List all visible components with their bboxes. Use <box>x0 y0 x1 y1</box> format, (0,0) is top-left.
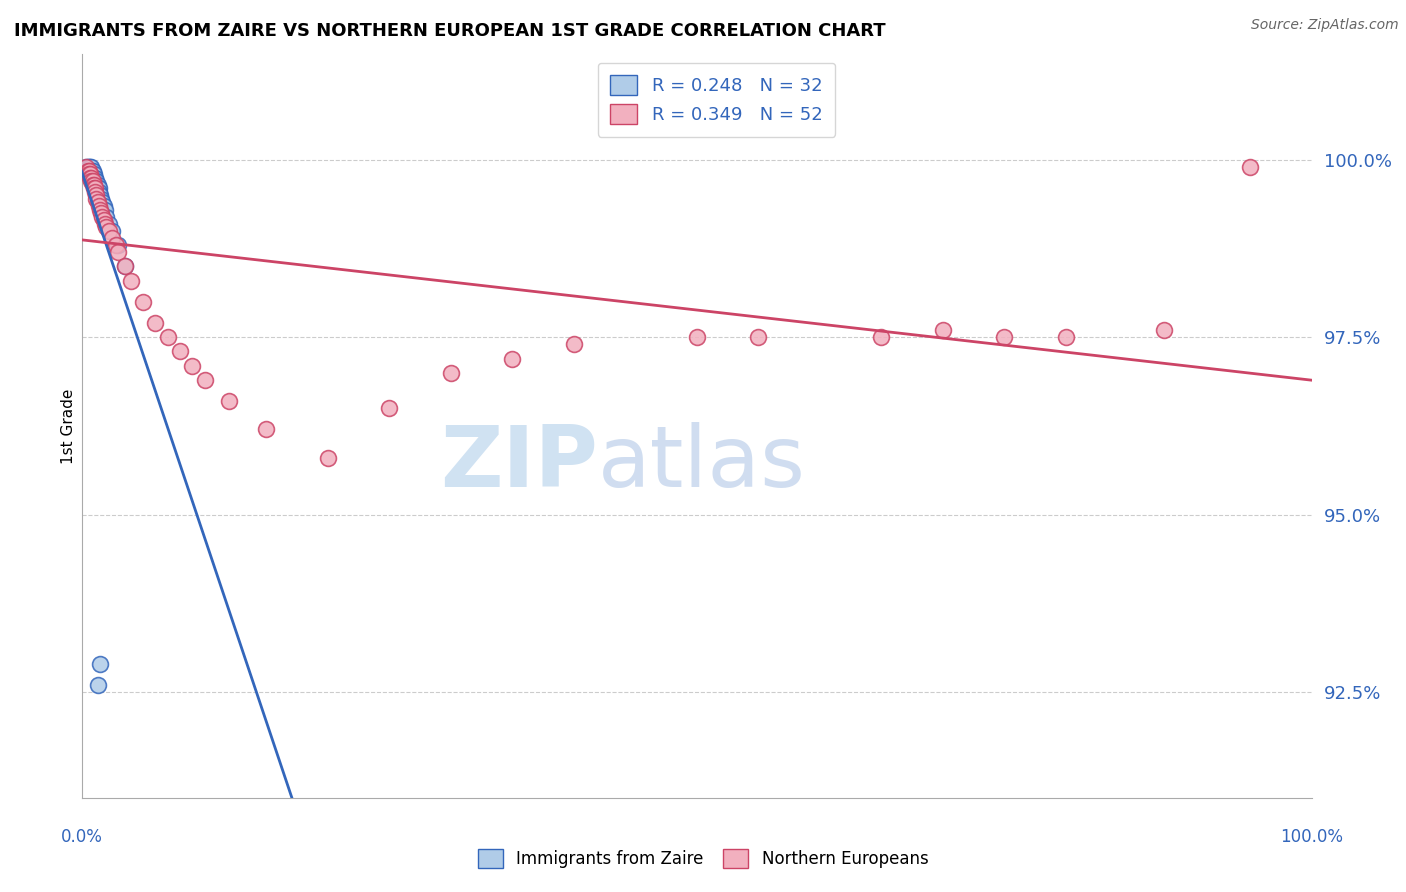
Point <box>86 178 108 192</box>
Point <box>80 160 103 174</box>
Text: Source: ZipAtlas.com: Source: ZipAtlas.com <box>1251 18 1399 32</box>
Point <box>86 174 108 188</box>
Point <box>87 185 110 199</box>
Point <box>93 199 115 213</box>
Point <box>96 210 118 224</box>
Point <box>686 330 709 344</box>
Point <box>169 344 191 359</box>
Point <box>91 195 114 210</box>
Point <box>316 450 339 465</box>
Point <box>194 373 217 387</box>
Point <box>90 206 112 220</box>
Point <box>101 224 124 238</box>
Legend: Immigrants from Zaire, Northern Europeans: Immigrants from Zaire, Northern European… <box>471 843 935 875</box>
Point <box>84 185 107 199</box>
Point <box>101 231 124 245</box>
Text: ZIP: ZIP <box>440 422 599 505</box>
Point <box>83 181 105 195</box>
Point <box>83 167 105 181</box>
Point <box>501 351 523 366</box>
Point <box>86 192 108 206</box>
Point <box>181 359 204 373</box>
Point <box>107 245 129 260</box>
Point <box>86 188 108 202</box>
Point <box>82 178 104 192</box>
Point <box>82 174 104 188</box>
Point <box>90 192 112 206</box>
Text: atlas: atlas <box>599 422 806 505</box>
Point <box>77 160 100 174</box>
Point <box>79 170 101 185</box>
Point <box>86 181 108 195</box>
Point <box>79 160 101 174</box>
Point <box>77 163 100 178</box>
Text: 100.0%: 100.0% <box>1281 828 1343 846</box>
Point <box>91 210 114 224</box>
Point <box>82 167 104 181</box>
Y-axis label: 1st Grade: 1st Grade <box>60 388 76 464</box>
Point <box>89 202 111 217</box>
Point <box>156 330 179 344</box>
Point <box>96 220 118 235</box>
Point <box>254 422 277 436</box>
Legend: R = 0.248   N = 32, R = 0.349   N = 52: R = 0.248 N = 32, R = 0.349 N = 52 <box>598 62 835 136</box>
Point <box>93 213 115 227</box>
Point <box>80 170 103 185</box>
Point <box>378 401 401 416</box>
Point <box>114 260 136 274</box>
Point <box>76 163 98 178</box>
Point <box>82 163 104 178</box>
Point <box>105 238 127 252</box>
Point <box>89 657 111 671</box>
Point <box>77 163 100 178</box>
Point <box>79 167 101 181</box>
Point <box>1153 323 1175 337</box>
Point <box>83 170 105 185</box>
Point <box>1054 330 1077 344</box>
Point <box>79 163 101 178</box>
Point <box>76 160 98 174</box>
Point <box>84 170 107 185</box>
Point <box>94 217 117 231</box>
Point <box>86 195 108 210</box>
Point <box>145 316 166 330</box>
Point <box>993 330 1015 344</box>
Point <box>89 188 111 202</box>
Point <box>87 199 110 213</box>
Point <box>218 394 240 409</box>
Point <box>76 167 98 181</box>
Point <box>114 260 136 274</box>
Text: 0.0%: 0.0% <box>60 828 103 846</box>
Point <box>80 174 103 188</box>
Point <box>80 163 103 178</box>
Point <box>77 167 100 181</box>
Point <box>86 678 108 692</box>
Point <box>97 224 120 238</box>
Point <box>107 238 129 252</box>
Point <box>84 174 107 188</box>
Point <box>76 160 98 174</box>
Point <box>120 273 142 287</box>
Point <box>931 323 953 337</box>
Point <box>562 337 585 351</box>
Point <box>83 178 105 192</box>
Point <box>76 160 98 174</box>
Point <box>870 330 893 344</box>
Point <box>1239 160 1261 174</box>
Point <box>86 178 108 192</box>
Point <box>132 294 155 309</box>
Point <box>87 181 110 195</box>
Point <box>97 217 120 231</box>
Point <box>84 181 107 195</box>
Point <box>94 202 117 217</box>
Text: IMMIGRANTS FROM ZAIRE VS NORTHERN EUROPEAN 1ST GRADE CORRELATION CHART: IMMIGRANTS FROM ZAIRE VS NORTHERN EUROPE… <box>14 22 886 40</box>
Point <box>439 366 461 380</box>
Point <box>747 330 769 344</box>
